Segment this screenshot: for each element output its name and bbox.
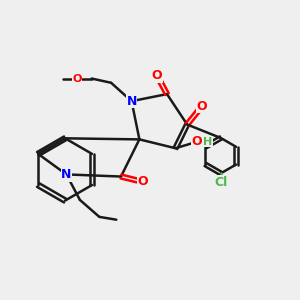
Text: Cl: Cl	[214, 176, 227, 189]
Text: O: O	[138, 175, 148, 188]
Text: O: O	[152, 69, 162, 82]
Text: O: O	[197, 100, 207, 112]
Text: O: O	[191, 135, 202, 148]
Text: N: N	[126, 95, 137, 108]
Text: H: H	[203, 137, 212, 147]
Text: N: N	[61, 168, 72, 181]
Text: O: O	[72, 74, 81, 83]
